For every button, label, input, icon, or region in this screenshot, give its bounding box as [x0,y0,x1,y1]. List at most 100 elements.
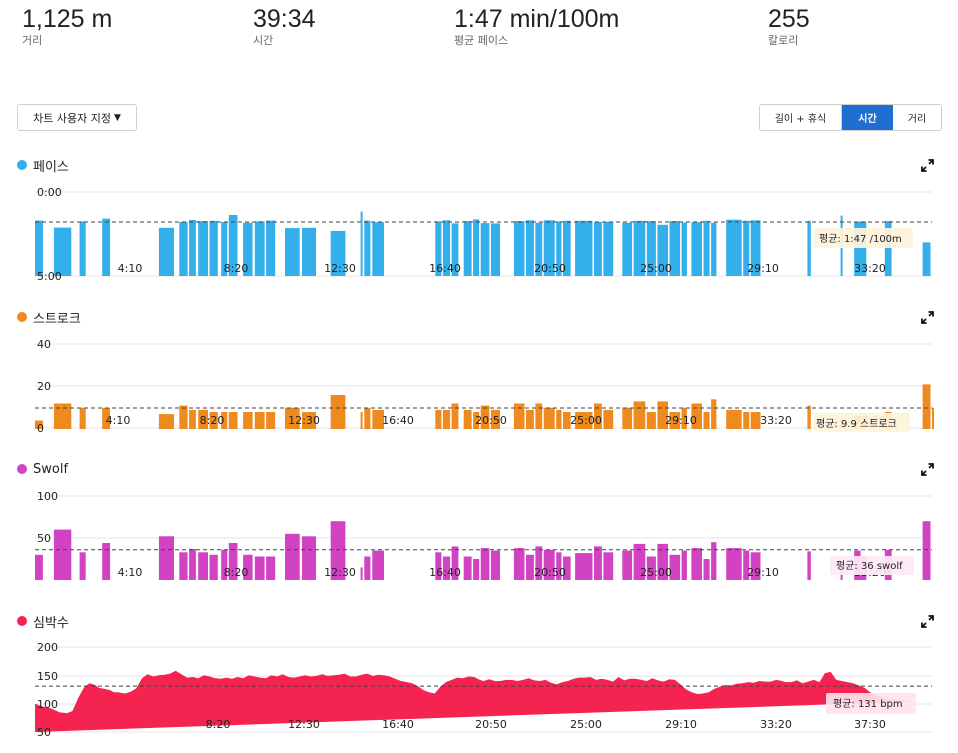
x-tick-label: 29:10 [665,718,697,731]
swolf-chart: Swolf 100 50 4:10 8:20 12:30 16:40 20:50 25:00 2… [0,461,958,586]
chart-bar [543,407,555,430]
expand-icon[interactable] [921,463,934,476]
chart-bar [243,222,253,276]
y-tick-label: 100 [37,698,58,711]
chart-bar [622,407,633,430]
chart-bar [53,529,72,580]
chart-bar [463,556,472,580]
toggle-time[interactable]: 시간 [842,105,893,130]
legend-dot-icon [17,616,27,626]
chart-bar [243,554,253,580]
chart-plot: 200 150 100 50 8:20 12:30 16:40 20:50 25:00 29:10… [35,641,932,739]
stat-distance: 1,125 m 거리 [22,4,112,48]
chart-bar [563,220,571,276]
chart-bar [198,221,208,276]
chart-bar [681,222,687,276]
x-tick-label: 29:10 [747,262,779,275]
chart-bar [646,221,656,276]
chart-bar [360,567,363,580]
chart-bar [575,220,593,276]
chart-bar [442,556,451,580]
average-label-box [830,556,914,575]
chart-bar [703,559,710,580]
chart-bar [711,399,717,430]
chart-bar [513,403,525,429]
chart-bar [807,405,811,429]
chart-bar [669,554,681,580]
chart-bar [473,559,480,580]
chart-bar [364,220,371,276]
x-tick-label: 16:40 [382,414,414,427]
chart-bar [711,542,717,580]
chart-bar [922,242,931,276]
x-tick-label: 12:30 [288,718,320,731]
chart-bar [543,220,555,276]
chart-title: 심박수 [33,615,69,631]
chart-bar [330,521,346,580]
x-tick-label: 8:20 [224,262,249,275]
chart-bar [243,412,253,429]
expand-icon[interactable] [921,615,934,628]
chart-bar [330,230,346,276]
chart-bar [435,221,442,276]
y-tick-label: 5:00 [37,270,62,280]
chart-bar [463,409,472,429]
chart-bar [633,401,646,429]
chart-bar [102,543,111,580]
chart-bar [594,546,602,580]
x-tick-label: 12:30 [288,414,320,427]
average-label: 평균: 131 bpm [833,698,903,710]
expand-icon[interactable] [921,159,934,172]
customize-chart-button[interactable]: 차트 사용자 지정 ▼ [17,104,137,131]
legend-dot-icon [17,160,27,170]
chart-bar [633,543,646,580]
chart-bar [535,403,543,429]
chart-bar [221,222,228,276]
x-tick-label: 37:30 [854,718,886,731]
pace-chart: 페이스 0:00 5:00 4:10 8:20 12:30 16:40 20:50 25:00… [0,157,958,280]
expand-icon[interactable] [921,311,934,324]
x-tick-label: 4:10 [118,566,143,579]
chart-bar [330,395,346,429]
chart-bar [221,412,228,429]
chart-bar [657,543,668,580]
legend-dot-icon [17,312,27,322]
x-tick-label: 8:20 [200,414,225,427]
toggle-length-rest[interactable]: 길이 + 휴식 [760,105,842,130]
chart-bar [102,407,111,430]
chart-layer: 0:00 5:00 4:10 8:20 12:30 16:40 20:50 25:00 29:1… [35,186,932,280]
chart-bar [285,228,300,276]
chart-bar [603,221,614,276]
chart-bar [681,407,687,430]
x-tick-label: 33:20 [760,414,792,427]
chart-bar [364,556,371,580]
stat-pace: 1:47 min/100m 평균 페이스 [454,4,619,48]
toggle-distance[interactable]: 거리 [893,105,941,130]
chart-bar [102,218,111,276]
chart-bar [35,220,43,276]
y-tick-label: 50 [37,726,51,739]
stat-calories: 255 칼로리 [768,4,810,48]
chart-bar [79,407,86,430]
chart-layer: 100504:108:2012:3016:4020:5025:0029:1033… [35,490,932,580]
chart-bar [158,227,174,276]
stroke-chart: 스트로크 40 20 0 4:10 8:20 12:30 16:40 20:50 25:00 29… [0,309,958,434]
chart-bar [435,552,442,580]
chart-bar [743,550,750,580]
x-tick-label: 8:20 [206,718,231,731]
chart-bar [691,548,702,580]
chart-header: 심박수 [17,613,69,631]
chart-bar [526,554,534,580]
chart-bar [189,220,196,276]
x-axis-toggle-group: 길이 + 휴식 시간 거리 [759,104,942,131]
x-tick-label: 25:00 [640,566,672,579]
x-tick-label: 16:40 [382,718,414,731]
chart-bar [480,405,490,429]
y-tick-label: 40 [37,338,51,351]
average-label: 평균: 1:47 /100m [819,233,902,245]
chart-bar [750,552,761,580]
x-tick-label: 12:30 [324,566,356,579]
average-label-box [826,693,916,714]
chart-bar [594,403,602,429]
caret-down-icon: ▼ [113,112,121,123]
